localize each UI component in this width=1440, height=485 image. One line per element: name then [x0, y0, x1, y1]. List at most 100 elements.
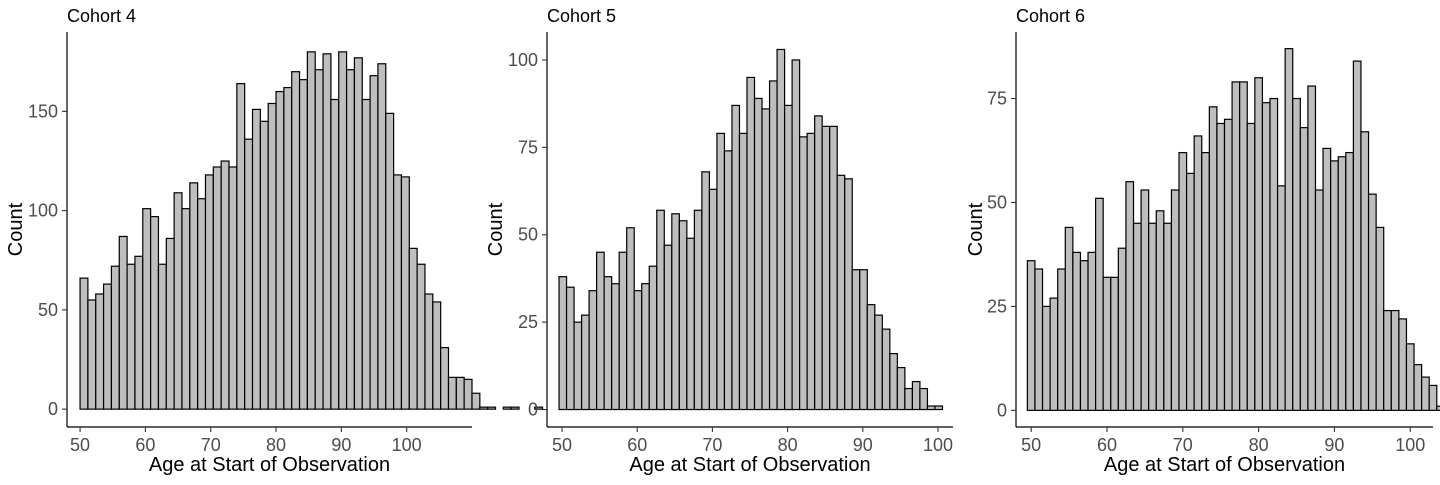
histogram-bar [259, 120, 269, 410]
histogram-bar [1307, 85, 1317, 411]
histogram-bar [424, 293, 434, 410]
histogram-bar [859, 269, 868, 411]
histogram-bar [768, 80, 778, 411]
histogram-bar [716, 132, 726, 411]
histogram-bar [87, 299, 97, 410]
histogram-bar [1223, 118, 1233, 411]
histogram-bar [291, 71, 301, 410]
y-tick-label: 50 [518, 225, 538, 245]
histogram-bar [1064, 226, 1074, 411]
histogram-bar [510, 406, 520, 410]
histogram-bar [1216, 122, 1226, 411]
x-tick-label: 60 [627, 435, 647, 455]
histogram-bar [1034, 268, 1044, 411]
x-tick-label: 50 [552, 435, 572, 455]
histogram-bar [1390, 309, 1400, 411]
histogram-bar [1254, 77, 1264, 411]
histogram-bar [189, 182, 199, 410]
histogram-bar [1337, 156, 1347, 411]
histogram-bar [345, 69, 356, 410]
y-tick-label: 100 [508, 50, 538, 70]
histogram-bar [708, 188, 718, 411]
histogram-bar [150, 216, 160, 410]
histogram-bar [322, 53, 332, 410]
histogram-bar [896, 366, 906, 411]
histogram-bar [851, 269, 861, 411]
histogram-bar [1383, 309, 1392, 411]
histogram-bar [731, 104, 741, 411]
histogram-bar [626, 227, 635, 411]
histogram-bar [663, 244, 673, 411]
histogram-bar [220, 160, 230, 410]
histogram-bar [314, 69, 324, 410]
x-tick-label: 60 [135, 435, 155, 455]
histogram-bar [408, 247, 418, 410]
x-tick-label: 100 [923, 435, 953, 455]
histogram-bar [881, 328, 891, 411]
histogram-bar [502, 406, 512, 410]
histogram-bar [656, 209, 665, 411]
y-axis-label: Count [485, 202, 507, 256]
x-tick-label: 70 [201, 435, 221, 455]
x-tick-label: 100 [392, 435, 422, 455]
histogram-bar [1398, 318, 1408, 411]
x-tick-label: 70 [702, 435, 722, 455]
histogram-bar [648, 265, 658, 411]
histogram-bar [1041, 305, 1051, 411]
histogram-bar [267, 102, 277, 410]
histogram-bar [678, 220, 688, 411]
histogram-bar [641, 283, 650, 411]
histogram-bar [1299, 127, 1309, 411]
histogram-bar [1095, 197, 1104, 411]
histogram-bar [761, 108, 771, 411]
histogram-bar [1375, 226, 1385, 411]
x-tick-label: 60 [1097, 435, 1117, 455]
histogram-bar [298, 79, 308, 410]
histogram-bar [701, 171, 711, 411]
y-tick-label: 0 [997, 400, 1007, 420]
histogram-bar [283, 86, 293, 410]
y-tick-label: 75 [518, 137, 538, 157]
y-tick-label: 25 [987, 296, 1007, 316]
y-tick-label: 75 [987, 89, 1007, 109]
histogram-bar [1079, 260, 1089, 411]
y-axis-label: Count [965, 202, 987, 256]
histogram-bar [369, 75, 379, 410]
histogram-bar [377, 63, 387, 410]
histogram-bar [1292, 97, 1301, 411]
histogram-bar [1246, 122, 1256, 411]
y-tick-label: 0 [48, 399, 58, 419]
histogram-bar [251, 108, 261, 410]
histogram-bar [580, 314, 590, 411]
histogram-bar [723, 150, 733, 411]
histogram-bar [1102, 276, 1112, 411]
histogram-bar [565, 286, 575, 411]
histogram-bar [157, 263, 167, 410]
histogram-bar [904, 387, 914, 411]
histogram-bar [306, 51, 316, 410]
histogram-bar [814, 115, 823, 411]
x-axis-label: Age at Start of Observation [629, 454, 870, 476]
x-tick-label: 90 [331, 435, 351, 455]
histogram-bar [889, 352, 898, 411]
histogram-bar [1110, 276, 1119, 411]
histogram-bar [746, 76, 756, 411]
histogram-bar [1049, 297, 1059, 411]
histogram-bar [1208, 106, 1218, 411]
histogram-bar [110, 265, 120, 410]
x-tick-label: 80 [778, 435, 798, 455]
histogram-bar [197, 198, 207, 410]
histogram-bar [1239, 81, 1248, 411]
histogram-bar [330, 98, 340, 410]
histogram-bar [783, 104, 793, 411]
histogram-bar [836, 174, 846, 411]
histogram-bar [487, 406, 497, 410]
histogram-bar [440, 347, 450, 410]
histogram-bar [181, 208, 191, 410]
histogram-bar [934, 405, 944, 411]
chart-panel-3: 0 25 50 75 50 60 70 80 90 100 Cohort 6 Age at Start… [965, 6, 1440, 476]
histogram-bar [165, 237, 175, 410]
histogram-bar [633, 290, 643, 411]
